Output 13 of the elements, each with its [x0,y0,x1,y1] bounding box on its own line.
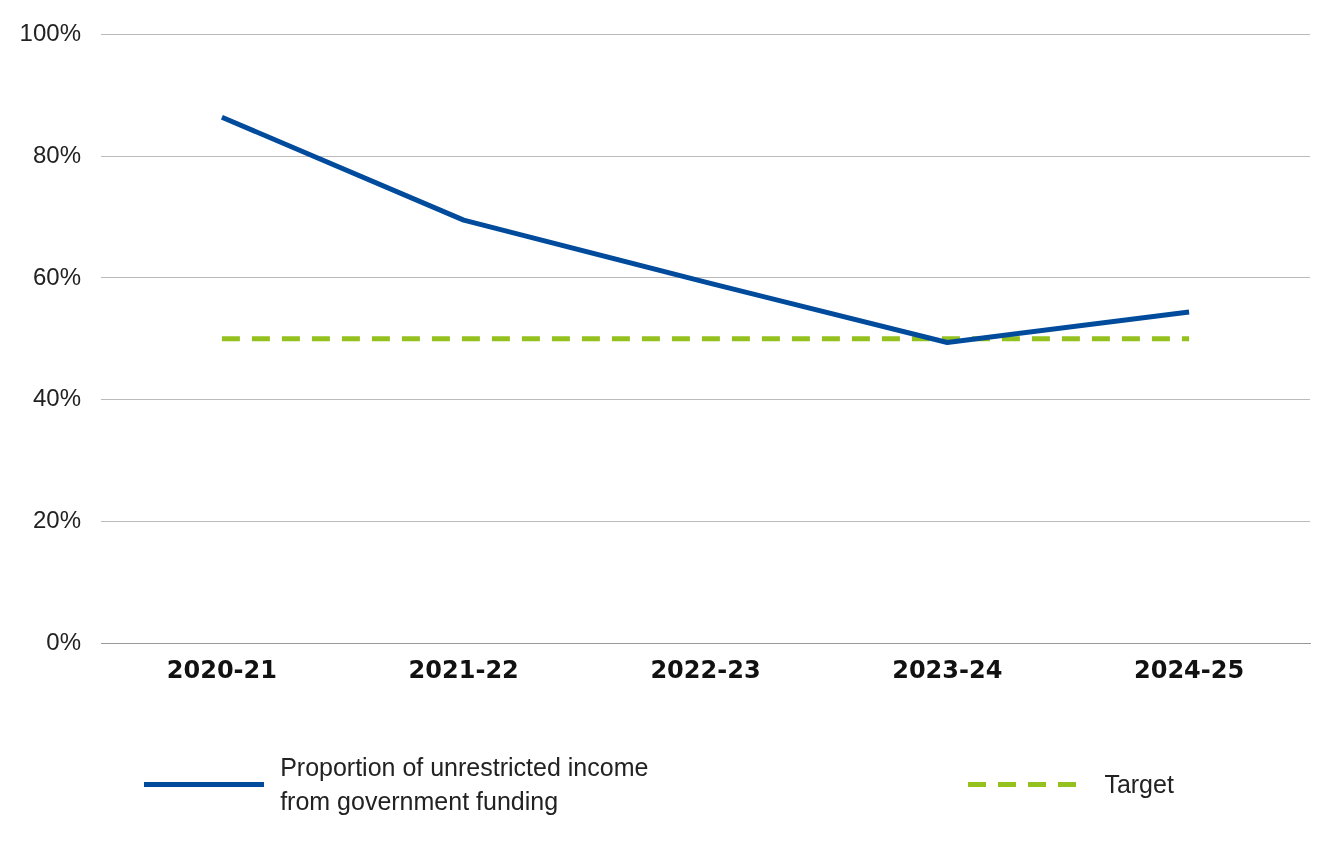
legend-label: Target [1104,769,1174,800]
y-tick-label: 100% [19,19,81,47]
x-tick-label: 2022-23 [650,655,761,684]
y-tick-label: 20% [32,506,81,534]
x-tick-label: 2023-24 [892,655,1003,684]
y-tick-label: 60% [32,262,81,290]
legend-label: Proportion of unrestricted income from government funding [280,752,650,817]
x-tick-label: 2021-22 [408,655,519,684]
y-tick-label: 0% [46,627,81,655]
y-tick-label: 80% [32,140,81,168]
y-tick-label: 40% [32,384,81,412]
x-tick-label: 2024-25 [1134,655,1245,684]
x-tick-label: 2020-21 [166,655,277,684]
